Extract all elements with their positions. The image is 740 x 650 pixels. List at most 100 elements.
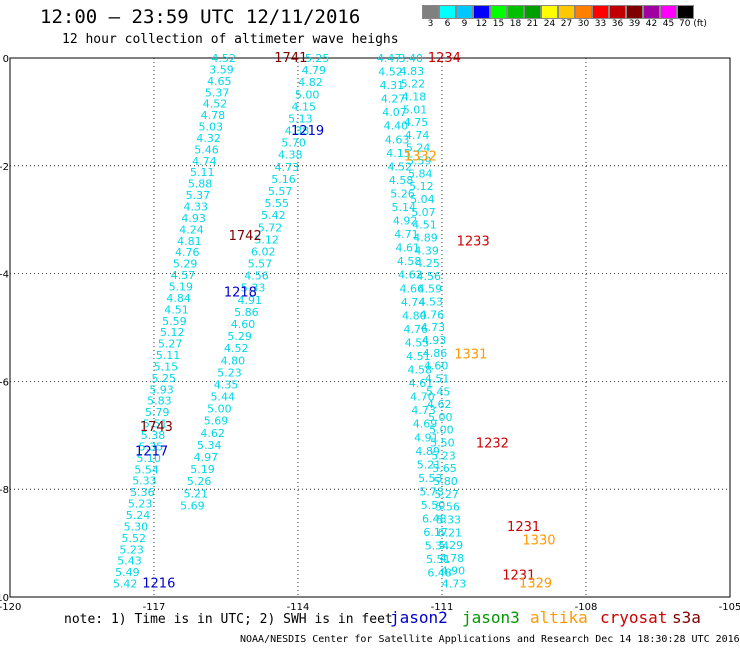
legend-swatch — [490, 5, 507, 19]
wave-height-value: 4.74 — [401, 296, 426, 309]
wave-height-value: 4.60 — [231, 318, 256, 331]
wave-height-value: 4.35 — [214, 378, 239, 391]
wave-height-value: 4.61 — [409, 377, 434, 390]
legend-label: 30 — [577, 19, 590, 29]
wave-height-value: 5.33 — [241, 282, 266, 295]
legend-label: 12 — [475, 19, 488, 29]
wave-height-value: 6.21 — [438, 526, 463, 539]
legend-swatch — [677, 5, 694, 19]
satellite-label-s3a: s3a — [672, 608, 701, 627]
wave-height-value: 5.51 — [143, 418, 168, 431]
wave-height-value: 5.27 — [158, 338, 183, 351]
legend-label: 27 — [560, 19, 573, 29]
wave-height-value: 5.13 — [288, 112, 313, 125]
wave-height-value: 5.23 — [119, 543, 144, 556]
wave-height-value: 5.29 — [227, 330, 252, 343]
wave-height-value: 5.59 — [407, 155, 432, 168]
wave-height-value: 4.24 — [179, 223, 204, 236]
wave-height-value: 4.38 — [285, 125, 310, 138]
satellite-label-altika: altika — [530, 608, 588, 627]
wave-height-value: 4.47 — [377, 52, 402, 65]
wave-height-value: 4.90 — [441, 565, 466, 578]
wave-height-value: 4.66 — [399, 282, 424, 295]
legend-swatch — [660, 5, 677, 19]
wave-height-value: 5.36 — [130, 486, 155, 499]
wave-height-value: 4.59 — [418, 283, 443, 296]
wave-height-value: 5.59 — [162, 315, 187, 328]
wave-height-value: 4.25 — [415, 257, 440, 270]
wave-height-value: 4.89 — [413, 231, 438, 244]
wave-height-value: 5.29 — [439, 539, 464, 552]
wave-height-value: 4.61 — [396, 242, 421, 255]
wave-height-value: 5.00 — [295, 88, 320, 101]
legend-swatch — [422, 5, 439, 19]
wave-height-value: 6.48 — [422, 513, 447, 526]
wave-height-value: 6.02 — [251, 245, 276, 258]
wave-height-value: 4.86 — [423, 347, 448, 360]
wave-height-value: 5.69 — [204, 415, 229, 428]
wave-height-value: 5.83 — [147, 395, 172, 408]
legend-swatch — [575, 5, 592, 19]
x-tick-label: -117 — [143, 602, 166, 613]
wave-height-value: 4.70 — [410, 391, 435, 404]
wave-height-value: 5.50 — [421, 499, 446, 512]
wave-height-value: 5.70 — [281, 137, 306, 150]
wave-height-value: 4.89 — [415, 445, 440, 458]
pass-time-label: 1219 — [291, 124, 324, 139]
wave-height-value: 4.51 — [425, 372, 450, 385]
wave-height-value: 5.93 — [149, 383, 174, 396]
wave-height-value: 4.83 — [400, 65, 425, 78]
wave-height-value: 4.56 — [416, 270, 441, 283]
wave-height-value: 5.27 — [434, 488, 459, 501]
wave-height-value: 5.57 — [268, 185, 293, 198]
wave-height-value: 4.65 — [207, 75, 232, 88]
wave-height-value: 5.23 — [128, 498, 153, 511]
wave-height-value: 5.14 — [392, 201, 417, 214]
x-tick-label: -108 — [575, 602, 598, 613]
map-subtitle: 12 hour collection of altimeter wave hei… — [62, 32, 399, 47]
wave-height-value: 4.97 — [194, 451, 219, 464]
pass-time-label: 1232 — [476, 436, 509, 451]
wave-height-value: 5.50 — [430, 437, 455, 450]
legend-label: 42 — [645, 19, 658, 29]
satellite-label-cryosat: cryosat — [600, 608, 668, 627]
wave-height-value: 4.53 — [419, 296, 444, 309]
y-tick-label: -2 — [0, 162, 9, 173]
wave-height-value: 5.10 — [136, 452, 161, 465]
pass-time-label: 1332 — [404, 150, 437, 165]
legend-label: 36 — [611, 19, 624, 29]
wave-height-value: 4.33 — [184, 201, 209, 214]
wave-height-value: 4.55 — [405, 336, 430, 349]
wave-height-value: 4.78 — [201, 109, 226, 122]
wave-height-value: 4.71 — [394, 228, 419, 241]
wave-height-value: 5.12 — [160, 326, 185, 339]
wave-height-value: 5.46 — [194, 143, 219, 156]
wave-height-value: 4.56 — [244, 270, 269, 283]
legend-label: 18 — [509, 19, 522, 29]
wave-height-value: 4.76 — [175, 246, 200, 259]
wave-height-value: 4.73 — [442, 578, 467, 591]
wave-height-value: 4.31 — [380, 79, 405, 92]
wave-height-value: 5.24 — [126, 509, 151, 522]
wave-height-value: 5.30 — [124, 520, 149, 533]
wave-height-value: 5.53 — [418, 472, 443, 485]
satellite-label-jason2: jason2 — [390, 608, 448, 627]
wave-height-value: 4.73 — [275, 161, 300, 174]
wave-height-value: 4.91 — [237, 294, 262, 307]
legend-swatch — [473, 5, 490, 19]
wave-height-value: 4.52 — [224, 342, 249, 355]
wave-height-value: 5.56 — [435, 501, 460, 514]
wave-height-value: 5.01 — [403, 103, 428, 116]
wave-height-value: 4.69 — [413, 418, 438, 431]
wave-height-value: 5.43 — [117, 555, 142, 568]
wave-height-value: 4.79 — [302, 64, 327, 77]
wave-height-value: 5.19 — [169, 280, 194, 293]
wave-height-value: 4.93 — [181, 212, 206, 225]
wave-height-value: 4.74 — [405, 129, 430, 142]
wave-height-value: 5.12 — [409, 180, 434, 193]
legend-swatch — [609, 5, 626, 19]
wave-height-value: 5.03 — [199, 121, 224, 134]
wave-height-value: 5.42 — [261, 209, 286, 222]
wave-height-value: 4.62 — [427, 398, 452, 411]
